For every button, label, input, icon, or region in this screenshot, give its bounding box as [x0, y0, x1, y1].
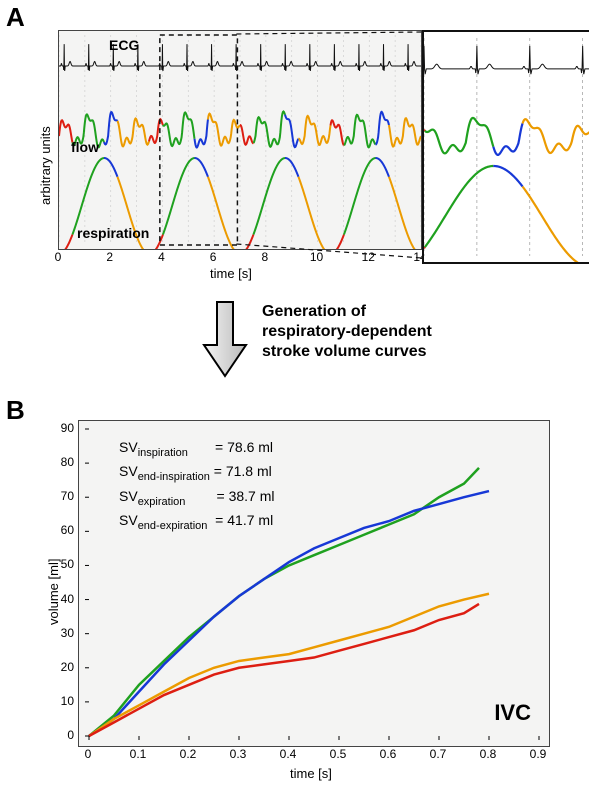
- sv-line-endinsp: SVend-inspiration = 71.8 ml: [119, 461, 275, 485]
- panel-a-xtick: 12: [360, 250, 376, 264]
- sv-line-endexp: SVend-expiration = 41.7 ml: [119, 510, 275, 534]
- panel-b-ytick: 60: [50, 523, 74, 537]
- panel-b-ytick: 10: [50, 694, 74, 708]
- panel-b-label: B: [6, 395, 25, 426]
- panel-a-xtick: 10: [309, 250, 325, 264]
- panel-b: IVC SVinspiration = 78.6 ml SVend-inspir…: [78, 420, 550, 747]
- panel-a: ECG flow respiration: [58, 30, 422, 250]
- panel-b-xtick: 0.9: [524, 747, 552, 761]
- sv-line-exp: SVexpiration = 38.7 ml: [119, 486, 275, 510]
- panel-a-svg: [59, 31, 421, 249]
- panel-b-ytick: 0: [50, 728, 74, 742]
- panel-b-xtick: 0.6: [374, 747, 402, 761]
- panel-b-xtick: 0.3: [224, 747, 252, 761]
- panel-b-xtick: 0.1: [124, 747, 152, 761]
- sv-text: SVinspiration = 78.6 ml SVend-inspiratio…: [119, 437, 275, 534]
- panel-a-xtick: 4: [153, 250, 169, 264]
- panel-b-ytick: 80: [50, 455, 74, 469]
- panel-b-ytick: 70: [50, 489, 74, 503]
- arrow-down: [200, 300, 250, 380]
- sv-unit1: ml: [258, 439, 273, 455]
- sv-unit2: ml: [257, 463, 272, 479]
- sv-line-insp: SVinspiration = 78.6 ml: [119, 437, 275, 461]
- panel-b-xtick: 0.4: [274, 747, 302, 761]
- flow-label: flow: [71, 139, 99, 155]
- panel-a-inset: [422, 30, 589, 264]
- sv-insp-val: 78.6: [227, 439, 254, 455]
- panel-a-inset-svg: [424, 32, 589, 262]
- ecg-label: ECG: [109, 37, 139, 53]
- panel-b-xlabel: time [s]: [290, 766, 332, 781]
- sv-unit3: ml: [260, 488, 275, 504]
- figure-root: A ECG flow respiration arbitrary units 0…: [0, 0, 589, 800]
- panel-b-xtick: 0: [74, 747, 102, 761]
- panel-b-ytick: 20: [50, 660, 74, 674]
- panel-b-xtick: 0.5: [324, 747, 352, 761]
- arrow-label: Generation of respiratory-dependent stro…: [262, 302, 432, 362]
- panel-b-ytick: 50: [50, 557, 74, 571]
- panel-b-xtick: 0.2: [174, 747, 202, 761]
- panel-b-ytick: 40: [50, 592, 74, 606]
- panel-b-ytick: 90: [50, 421, 74, 435]
- panel-a-xtick: 6: [205, 250, 221, 264]
- sv-unit4: ml: [258, 512, 273, 528]
- panel-a-xtick: 2: [102, 250, 118, 264]
- panel-a-ylabel: arbitrary units: [38, 126, 53, 205]
- panel-a-xlabel: time [s]: [210, 266, 252, 281]
- panel-a-xtick: 0: [50, 250, 66, 264]
- arrow-label-l3: stroke volume curves: [262, 343, 427, 360]
- panel-b-xtick: 0.8: [474, 747, 502, 761]
- panel-b-xtick: 0.7: [424, 747, 452, 761]
- panel-b-ytick: 30: [50, 626, 74, 640]
- panel-a-xtick: 8: [257, 250, 273, 264]
- respiration-label: respiration: [77, 225, 149, 241]
- sv-endinsp-val: 71.8: [226, 463, 253, 479]
- ivc-label: IVC: [494, 700, 531, 726]
- arrow-label-l1: Generation of: [262, 303, 366, 320]
- panel-a-label: A: [6, 2, 25, 33]
- sv-exp-val: 38.7: [229, 488, 256, 504]
- arrow-label-l2: respiratory-dependent: [262, 323, 432, 340]
- sv-endexp-val: 41.7: [227, 512, 254, 528]
